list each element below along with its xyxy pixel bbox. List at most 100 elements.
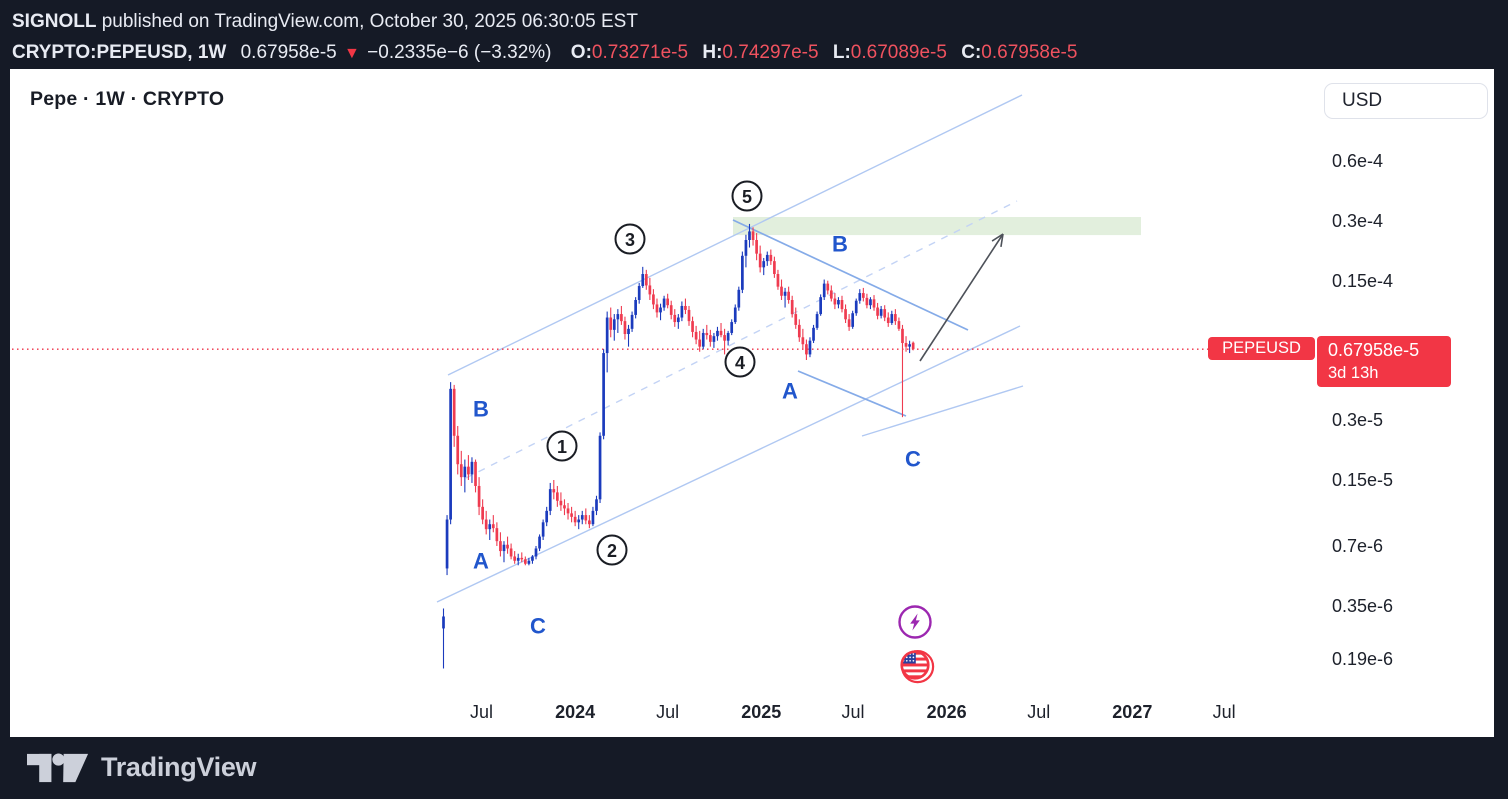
candle [879,305,883,319]
candle [872,295,876,311]
candle [865,293,869,309]
candle [901,324,904,418]
target-zone-rect [733,217,1141,236]
price-tick-label: 0.15e-5 [1332,470,1394,490]
low-value: 0.67089e-5 [850,42,947,63]
symbol-price-badge: PEPEUSD [1208,337,1315,361]
candle [566,502,570,520]
publish-header: SIGNOLL published on TradingView.com, Oc… [0,0,1508,69]
price-tick-label: 0.3e-5 [1332,410,1384,430]
low-label: L: [832,42,851,63]
chart-panel: Pepe · 1W · CRYPTO B A C A B C 1 2 3 4 5 USD 0.6e-… [10,69,1494,737]
candle [712,332,716,348]
candle [630,311,634,332]
candle [499,532,502,557]
svg-text:3: 3 [625,230,635,250]
candle [516,553,520,566]
wave-number-label: 3 [614,223,646,255]
svg-text:4: 4 [735,353,745,373]
price-countdown-badge: 0.67958e-5 3d 13h [1317,336,1451,388]
currency-button[interactable]: USD [1324,83,1488,119]
candle [488,519,492,540]
candle [883,305,887,322]
candle [726,330,730,346]
candle [876,302,879,320]
wave-letter-label: B [832,232,848,257]
svg-text:1: 1 [557,437,567,457]
lightning-event-icon[interactable] [898,605,932,639]
candle [580,510,584,525]
candle [573,510,577,527]
high-value: 0.74297e-5 [722,42,819,63]
time-tick-label: Jul [470,702,494,722]
candle [822,279,826,300]
trend-arrow [919,233,1004,362]
close-value: 0.67958e-5 [981,42,1078,63]
candle [687,305,691,326]
candle [527,557,531,566]
open-value: 0.73271e-5 [591,42,689,63]
candle [523,556,527,566]
candle [684,298,687,315]
publish-info: published on TradingView.com, October 30… [96,11,638,32]
candle [509,543,513,560]
candle [513,551,517,564]
candle [616,309,620,333]
arrow-shaft [919,233,1004,362]
candle [673,309,677,327]
candle [833,293,837,310]
candles [442,223,915,669]
candle [886,312,890,327]
candle [484,510,488,535]
candle [801,328,805,350]
price-tick-label: 0.7e-6 [1332,535,1384,556]
price-tick-label: 0.15e-4 [1332,270,1394,291]
candle [776,269,780,290]
candle [659,303,662,321]
candle [794,307,798,329]
time-tick-label: Jul [1027,702,1051,722]
last-price: 0.67958e-5 [240,42,337,63]
primary-channel-upper [447,94,1023,376]
candle [456,425,460,475]
candle [442,608,445,669]
candle [869,297,872,310]
open-label: O: [570,42,592,63]
candle [762,257,766,276]
candle [534,545,538,560]
candle [623,316,627,340]
chart-canvas[interactable]: B A C A B C 1 2 3 4 5 [10,69,1494,737]
candle [911,341,915,351]
candle [669,300,673,320]
tradingview-brand-text[interactable]: TradingView [101,752,257,782]
wave-number-label: 4 [724,346,756,378]
candle [826,280,830,295]
candle [545,506,549,527]
candle [790,295,794,318]
candle [837,297,840,309]
candle [467,455,470,480]
candle [890,310,894,325]
candle [588,515,591,529]
candle [612,314,616,341]
candle [844,304,847,323]
candle [780,279,783,300]
candle [847,314,851,331]
candle [502,541,506,563]
primary-channel-lower [436,325,1021,603]
candle [591,506,595,527]
time-tick-label: Jul [656,702,680,722]
candle [666,293,670,309]
tradingview-logo-icon[interactable] [27,750,89,786]
us-flag-event-icon[interactable] [900,650,935,684]
candle [620,305,623,325]
candle [452,384,456,447]
candle [477,477,481,516]
candle [602,349,605,440]
candle [495,522,499,546]
ohlc-line: CRYPTO:PEPEUSD, 1W 0.67958e-5 ▼ −0.2335e… [12,37,1508,69]
candle [705,324,709,340]
candle [648,277,652,300]
candle [541,519,545,540]
footer-bar: TradingView [0,737,1508,798]
